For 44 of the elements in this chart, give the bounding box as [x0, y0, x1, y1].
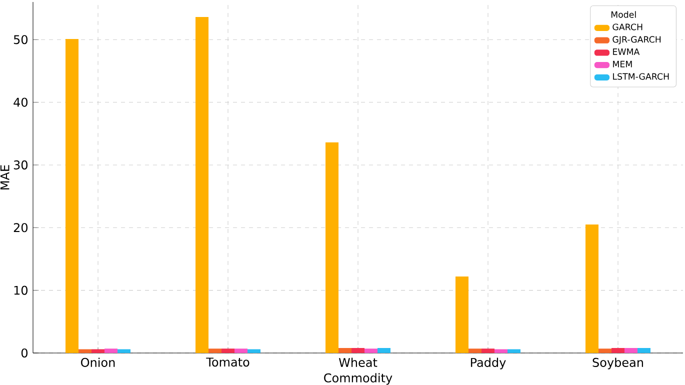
bar [364, 348, 378, 353]
bar [468, 348, 482, 353]
bar [104, 348, 118, 353]
legend-title: Model [611, 11, 636, 18]
bar [118, 349, 131, 353]
legend-label: MEM [613, 60, 632, 68]
x-tick-label: Tomato [206, 358, 250, 367]
x-tick-label: Wheat [338, 358, 378, 367]
bar [637, 348, 650, 353]
bar [598, 348, 612, 353]
y-axis-title: MAE [0, 165, 10, 190]
y-tick-label: 50 [14, 35, 28, 44]
x-axis-title: Commodity [324, 373, 392, 385]
y-tick-label: 0 [21, 348, 28, 358]
bar [92, 349, 105, 353]
bar [494, 349, 508, 353]
legend-label: GJR-GARCH [612, 36, 661, 44]
legend-label: LSTM-GARCH [613, 73, 669, 80]
bar [455, 276, 468, 353]
y-tick-label: 10 [14, 286, 28, 295]
legend-label: EWMA [613, 48, 640, 55]
legend-label: GARCH [612, 24, 642, 30]
bar [585, 224, 598, 353]
bar [208, 348, 222, 353]
y-tick-label: 20 [14, 223, 28, 232]
bar [352, 348, 364, 353]
bar [507, 349, 520, 353]
bar [624, 348, 638, 353]
bar [234, 348, 248, 353]
x-tick-label: Soybean [592, 358, 643, 370]
bar [66, 38, 79, 353]
bar [78, 349, 92, 353]
bar [611, 348, 624, 353]
x-tick-label: Paddy [470, 358, 506, 370]
bar [481, 348, 494, 353]
bar [196, 17, 209, 353]
bar [222, 348, 235, 353]
x-tick-label: Onion [81, 358, 115, 367]
y-tick-label: 30 [14, 160, 28, 170]
bar [378, 348, 390, 353]
bar [338, 348, 352, 353]
y-tick-label: 40 [14, 98, 28, 107]
bar [248, 349, 261, 353]
bar [326, 142, 338, 353]
